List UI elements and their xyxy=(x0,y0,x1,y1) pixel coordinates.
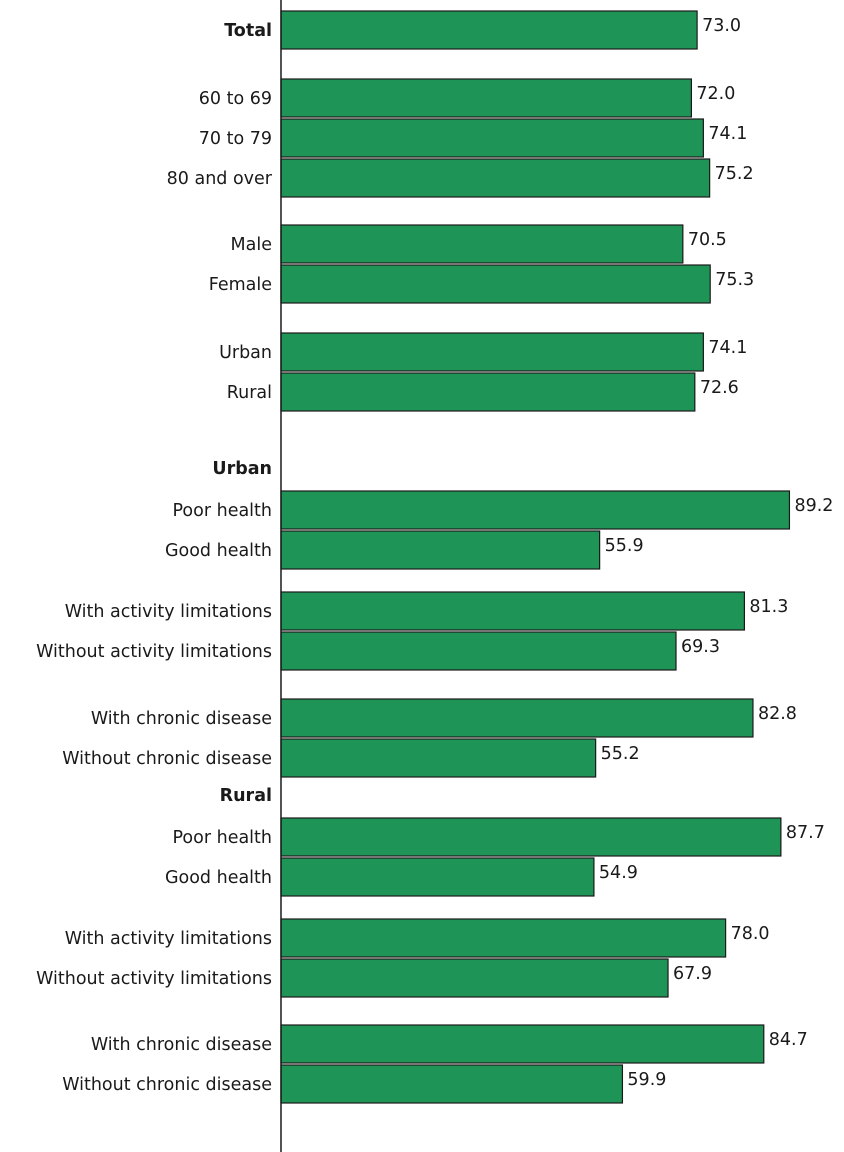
category-label: With chronic disease xyxy=(91,709,272,729)
group-heading: Urban xyxy=(212,459,272,479)
category-label: 80 and over xyxy=(167,169,273,189)
group-heading: Rural xyxy=(220,786,272,806)
category-label: Female xyxy=(209,275,272,295)
bar xyxy=(280,78,692,118)
data-label: 67.9 xyxy=(673,964,712,984)
bar xyxy=(280,372,696,412)
category-label: Without activity limitations xyxy=(36,969,272,989)
data-label: 74.1 xyxy=(708,124,747,144)
category-label: Urban xyxy=(219,343,272,363)
category-label: With activity limitations xyxy=(65,929,272,949)
category-label: Poor health xyxy=(173,501,273,521)
bar xyxy=(280,817,782,857)
category-label: Without activity limitations xyxy=(36,642,272,662)
bar xyxy=(280,631,677,671)
data-label: 70.5 xyxy=(688,230,727,250)
bar xyxy=(280,10,698,50)
category-label: Poor health xyxy=(173,828,273,848)
bar xyxy=(280,332,704,372)
bar xyxy=(280,224,684,264)
data-label: 82.8 xyxy=(758,704,797,724)
bar xyxy=(280,530,601,570)
category-labels: Total 60 to 69 70 to 79 80 and over Male Fema… xyxy=(36,21,273,1095)
data-label: 87.7 xyxy=(786,823,825,843)
bar xyxy=(280,698,754,738)
category-label: Without chronic disease xyxy=(62,1075,272,1095)
bar xyxy=(280,1064,624,1104)
category-label: Good health xyxy=(165,541,272,561)
data-label: 69.3 xyxy=(681,637,720,657)
data-label: 89.2 xyxy=(794,496,833,516)
value-labels: 73.0 72.0 74.1 75.2 70.5 75.3 74.1 72.6 89.2 55.9… xyxy=(599,16,833,1090)
category-label: Total xyxy=(224,21,272,41)
data-label: 75.2 xyxy=(715,164,754,184)
bar xyxy=(280,591,746,631)
category-label: 70 to 79 xyxy=(199,129,272,149)
data-label: 72.6 xyxy=(700,378,739,398)
bar xyxy=(280,958,669,998)
category-label: With chronic disease xyxy=(91,1035,272,1055)
data-label: 59.9 xyxy=(627,1070,666,1090)
data-label: 78.0 xyxy=(731,924,770,944)
data-label: 72.0 xyxy=(696,84,735,104)
bar xyxy=(280,1024,765,1064)
data-label: 74.1 xyxy=(708,338,747,358)
data-label: 55.2 xyxy=(601,744,640,764)
bar xyxy=(280,264,711,304)
category-label: Male xyxy=(231,235,272,255)
category-label: Good health xyxy=(165,868,272,888)
data-label: 54.9 xyxy=(599,863,638,883)
data-label: 73.0 xyxy=(702,16,741,36)
category-label: 60 to 69 xyxy=(199,89,272,109)
data-label: 75.3 xyxy=(715,270,754,290)
group-headings: Urban Rural xyxy=(212,459,272,806)
bar xyxy=(280,490,791,530)
category-label: Without chronic disease xyxy=(62,749,272,769)
category-label: Rural xyxy=(227,383,272,403)
data-label: 81.3 xyxy=(749,597,788,617)
data-label: 84.7 xyxy=(769,1030,808,1050)
bar xyxy=(280,158,711,198)
bar xyxy=(280,738,597,778)
category-label: With activity limitations xyxy=(65,602,272,622)
bar xyxy=(280,118,704,158)
bar xyxy=(280,918,727,958)
bars-layer xyxy=(280,10,791,1104)
data-label: 55.9 xyxy=(605,536,644,556)
bar xyxy=(280,857,595,897)
